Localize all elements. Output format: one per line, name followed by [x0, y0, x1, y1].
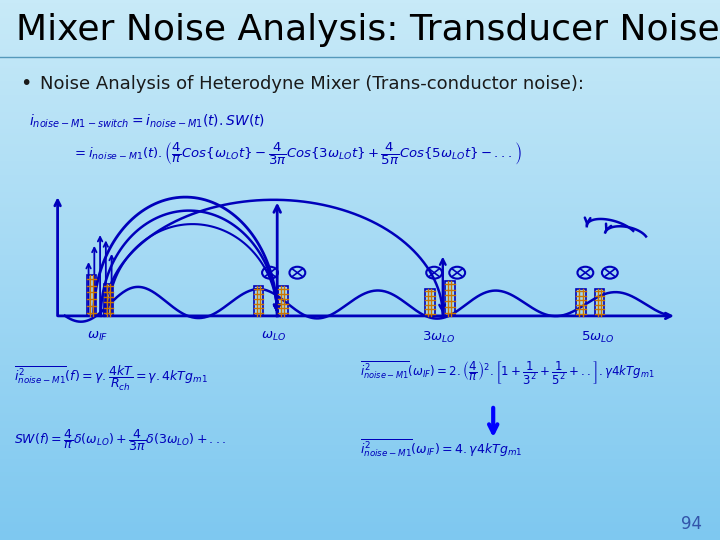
Text: $\overline{i^2_{noise-M1}}(f)=\gamma.\dfrac{4kT}{R_{ch}}=\gamma.4kTg_{m1}$: $\overline{i^2_{noise-M1}}(f)=\gamma.\df…: [14, 363, 208, 393]
Bar: [253, 286, 264, 316]
Bar: [425, 289, 435, 316]
Text: $\overline{i^2_{noise-M1}}(\omega_{IF})=4.\gamma 4kTg_{m1}$: $\overline{i^2_{noise-M1}}(\omega_{IF})=…: [360, 437, 522, 459]
Text: $\omega_{IF}$: $\omega_{IF}$: [86, 329, 108, 342]
Text: $3\omega_{LO}$: $3\omega_{LO}$: [423, 329, 456, 345]
Bar: [595, 289, 605, 316]
Bar: [279, 286, 288, 316]
Bar: [577, 289, 586, 316]
Bar: [104, 284, 114, 316]
Bar: [445, 281, 455, 316]
Bar: [86, 275, 96, 316]
Text: $= i_{noise-M1}(t).\left(\dfrac{4}{\pi}Cos\{\omega_{LO}t\} - \dfrac{4}{3\pi}Cos\: $= i_{noise-M1}(t).\left(\dfrac{4}{\pi}C…: [72, 140, 522, 167]
Text: Mixer Noise Analysis: Transducer Noise: Mixer Noise Analysis: Transducer Noise: [16, 13, 719, 46]
Text: $\overline{i^2_{noise-M1}}(\omega_{IF})=2.\left(\dfrac{4}{\pi}\right)^2.\left[1+: $\overline{i^2_{noise-M1}}(\omega_{IF})=…: [360, 359, 655, 387]
Text: •: •: [20, 74, 32, 93]
Text: Noise Analysis of Heterodyne Mixer (Trans-conductor noise):: Noise Analysis of Heterodyne Mixer (Tran…: [40, 75, 584, 93]
Text: $i_{noise-M1-switch} = i_{noise-M1}(t).SW(t)$: $i_{noise-M1-switch} = i_{noise-M1}(t).S…: [29, 113, 265, 130]
Text: $\omega_{LO}$: $\omega_{LO}$: [261, 329, 286, 342]
Text: 94: 94: [681, 515, 702, 533]
Text: $SW(f)=\dfrac{4}{\pi}\delta(\omega_{LO})+\dfrac{4}{3\pi}\delta(3\omega_{LO})+...: $SW(f)=\dfrac{4}{\pi}\delta(\omega_{LO})…: [14, 427, 227, 453]
Text: $5\omega_{LO}$: $5\omega_{LO}$: [581, 329, 614, 345]
